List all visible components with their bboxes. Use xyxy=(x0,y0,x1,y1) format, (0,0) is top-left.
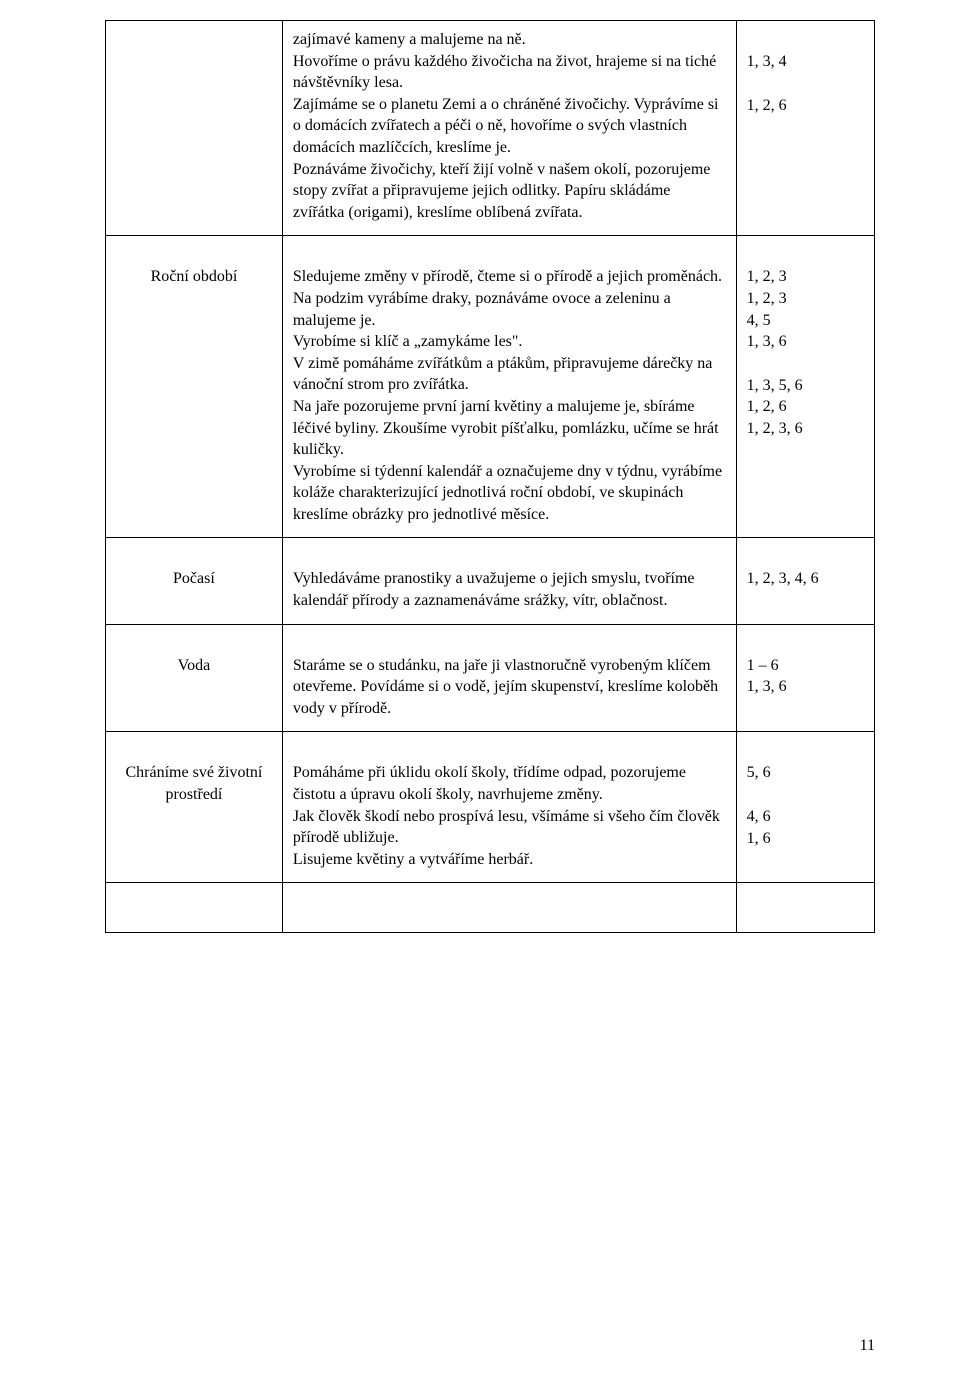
row2-mid: Vyhledáváme pranostiky a uvažujeme o jej… xyxy=(282,538,736,624)
row0-mid: zajímavé kameny a malujeme na ně. Hovoří… xyxy=(282,21,736,236)
row1-left: Roční období xyxy=(106,236,283,538)
para: Zajímáme se o planetu Zemi a o chráněné … xyxy=(293,94,726,159)
row4-left: Chráníme své životní prostředí xyxy=(106,732,283,883)
table-row: zajímavé kameny a malujeme na ně. Hovoří… xyxy=(106,21,875,236)
para: Hovoříme o právu každého živočicha na ži… xyxy=(293,51,726,94)
code: 1, 6 xyxy=(747,828,864,850)
page-number: 11 xyxy=(860,1335,875,1357)
para: Lisujeme květiny a vytváříme herbář. xyxy=(293,849,726,871)
row0-left xyxy=(106,21,283,236)
para: Poznáváme živočichy, kteří žijí volně v … xyxy=(293,159,726,224)
row3-left: Voda xyxy=(106,624,283,732)
document-table: zajímavé kameny a malujeme na ně. Hovoří… xyxy=(105,20,875,933)
table-row: Roční období Sledujeme změny v přírodě, … xyxy=(106,236,875,538)
topic-label: Roční období xyxy=(151,268,238,285)
row4-mid: Pomáháme při úklidu okolí školy, třídíme… xyxy=(282,732,736,883)
code: 1 – 6 xyxy=(747,655,864,677)
table-row: Voda Staráme se o studánku, na jaře ji v… xyxy=(106,624,875,732)
code xyxy=(747,73,864,95)
row3-mid: Staráme se o studánku, na jaře ji vlastn… xyxy=(282,624,736,732)
code: 1, 2, 3 xyxy=(747,266,864,288)
page: zajímavé kameny a malujeme na ně. Hovoří… xyxy=(0,0,960,1393)
topic-label: Počasí xyxy=(173,570,215,587)
topic-label: Chráníme své životní prostředí xyxy=(126,764,263,803)
para: Vyhledáváme pranostiky a uvažujeme o jej… xyxy=(293,568,726,611)
para: Sledujeme změny v přírodě, čteme si o př… xyxy=(293,266,726,288)
para: Pomáháme při úklidu okolí školy, třídíme… xyxy=(293,762,726,805)
row2-left: Počasí xyxy=(106,538,283,624)
code: 1, 2, 3, 6 xyxy=(747,418,864,440)
code xyxy=(747,29,864,51)
row0-right: 1, 3, 4 1, 2, 6 xyxy=(736,21,874,236)
table-row: Chráníme své životní prostředí Pomáháme … xyxy=(106,732,875,883)
code: 5, 6 xyxy=(747,762,864,784)
row1-mid: Sledujeme změny v přírodě, čteme si o př… xyxy=(282,236,736,538)
code xyxy=(747,353,864,375)
code xyxy=(747,784,864,806)
para: Na jaře pozorujeme první jarní květiny a… xyxy=(293,396,726,461)
table-row: Počasí Vyhledáváme pranostiky a uvažujem… xyxy=(106,538,875,624)
row5-left xyxy=(106,883,283,933)
code: 1, 3, 6 xyxy=(747,676,864,698)
code: 1, 2, 3 xyxy=(747,288,864,310)
para: Jak člověk škodí nebo prospívá lesu, vší… xyxy=(293,806,726,849)
code: 1, 3, 5, 6 xyxy=(747,375,864,397)
row3-right: 1 – 6 1, 3, 6 xyxy=(736,624,874,732)
para: V zimě pomáháme zvířátkům a ptákům, přip… xyxy=(293,353,726,396)
para: Staráme se o studánku, na jaře ji vlastn… xyxy=(293,655,726,720)
para: Vyrobíme si týdenní kalendář a označujem… xyxy=(293,461,726,526)
row5-right xyxy=(736,883,874,933)
para: Vyrobíme si klíč a „zamykáme les". xyxy=(293,331,726,353)
code: 1, 2, 6 xyxy=(747,95,864,117)
row1-right: 1, 2, 3 1, 2, 3 4, 5 1, 3, 6 1, 3, 5, 6 … xyxy=(736,236,874,538)
topic-label: Voda xyxy=(178,657,211,674)
code: 1, 2, 6 xyxy=(747,396,864,418)
code: 1, 2, 3, 4, 6 xyxy=(747,568,864,590)
code: 4, 6 xyxy=(747,806,864,828)
code: 1, 3, 6 xyxy=(747,331,864,353)
para: zajímavé kameny a malujeme na ně. xyxy=(293,29,726,51)
table-row xyxy=(106,883,875,933)
code: 1, 3, 4 xyxy=(747,51,864,73)
row5-mid xyxy=(282,883,736,933)
para: Na podzim vyrábíme draky, poznáváme ovoc… xyxy=(293,288,726,331)
row2-right: 1, 2, 3, 4, 6 xyxy=(736,538,874,624)
row4-right: 5, 6 4, 6 1, 6 xyxy=(736,732,874,883)
code: 4, 5 xyxy=(747,310,864,332)
